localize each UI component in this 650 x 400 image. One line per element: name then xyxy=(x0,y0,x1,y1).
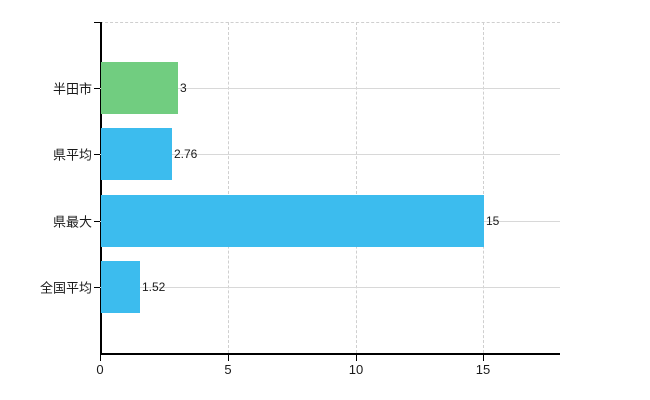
category-tick xyxy=(94,221,100,222)
x-axis-tick xyxy=(356,355,357,361)
bar xyxy=(101,62,178,114)
category-label: 県平均 xyxy=(52,147,92,163)
vertical-gridline xyxy=(355,22,357,353)
plot-top-border xyxy=(100,22,560,23)
x-tick-label: 5 xyxy=(224,362,232,377)
bar xyxy=(101,195,484,247)
x-tick-label: 10 xyxy=(348,362,364,377)
category-label: 半田市 xyxy=(52,81,92,97)
x-tick-label: 0 xyxy=(96,362,104,377)
x-axis-tick xyxy=(483,355,484,361)
vertical-gridline xyxy=(227,22,229,353)
category-tick xyxy=(94,88,100,89)
category-label: 全国平均 xyxy=(39,280,92,296)
category-tick xyxy=(94,287,100,288)
row-gridline xyxy=(100,287,560,288)
bar xyxy=(101,261,140,313)
bar-value-label: 2.76 xyxy=(174,147,198,161)
x-axis-tick xyxy=(228,355,229,361)
bar-value-label: 15 xyxy=(486,214,500,228)
row-gridline xyxy=(100,154,560,155)
x-tick-label: 15 xyxy=(475,362,491,377)
category-label: 県最大 xyxy=(52,214,92,230)
row-gridline xyxy=(100,88,560,89)
y-axis xyxy=(100,22,102,355)
bar-value-label: 1.52 xyxy=(142,280,166,294)
axis-top-tick xyxy=(94,22,100,23)
bar xyxy=(101,128,172,180)
x-axis-tick xyxy=(100,355,101,361)
category-tick xyxy=(94,154,100,155)
bar-value-label: 3 xyxy=(180,81,187,95)
x-axis xyxy=(100,353,560,355)
vertical-gridline xyxy=(483,22,485,353)
